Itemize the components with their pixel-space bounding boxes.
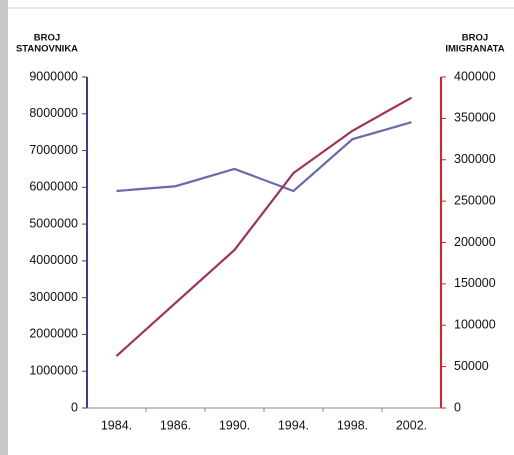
x-tick-label: 1990. — [219, 418, 250, 432]
y2-axis-title: IMIGRANATA — [445, 44, 504, 55]
y2-tick-label: 400000 — [454, 69, 496, 83]
series-line — [116, 121, 412, 193]
y-axis-title: BROJ — [34, 33, 60, 44]
series-line — [115, 96, 413, 357]
y2-tick-label: 50000 — [454, 359, 489, 373]
y-tick-label: 3000000 — [29, 290, 78, 304]
y-tick-label: 4000000 — [29, 253, 78, 267]
y2-tick-label: 250000 — [454, 193, 496, 207]
y-tick-label: 0 — [71, 400, 78, 414]
side-bar — [0, 0, 8, 455]
y2-tick-label: 200000 — [454, 235, 496, 249]
x-tick-label: 2002. — [396, 418, 427, 432]
y-axis-title: STANOVNIKA — [16, 44, 78, 55]
y2-tick-label: 150000 — [454, 276, 496, 290]
y-tick-label: 7000000 — [29, 143, 78, 157]
x-tick-label: 1984. — [101, 418, 132, 432]
y-tick-label: 6000000 — [29, 180, 78, 194]
y2-tick-label: 100000 — [454, 318, 496, 332]
y2-axis-title: BROJ — [462, 33, 488, 44]
y-tick-label: 1000000 — [29, 364, 78, 378]
y-tick-label: 8000000 — [29, 106, 78, 120]
x-tick-label: 1986. — [160, 418, 191, 432]
y-tick-label: 9000000 — [29, 69, 78, 83]
y-tick-label: 2000000 — [29, 327, 78, 341]
y2-tick-label: 300000 — [454, 152, 496, 166]
x-tick-label: 1998. — [337, 418, 368, 432]
y2-tick-label: 350000 — [454, 111, 496, 125]
y-tick-label: 5000000 — [29, 216, 78, 230]
x-tick-label: 1994. — [278, 418, 309, 432]
y2-tick-label: 0 — [454, 400, 461, 414]
